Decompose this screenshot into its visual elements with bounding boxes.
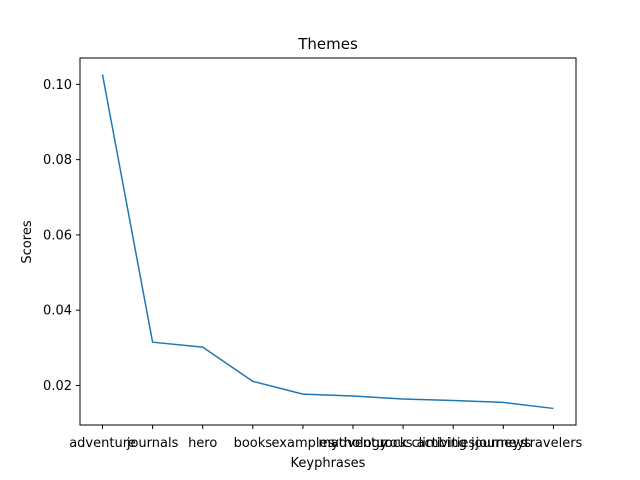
y-tick-label: 0.04: [43, 304, 72, 319]
chart-title: Themes: [297, 35, 358, 53]
x-tick-label: books: [234, 436, 273, 451]
plot-area-frame: [79, 57, 577, 426]
x-tick-label: examples: [272, 436, 335, 451]
y-axis-ticks: 0.02 0.04 0.06 0.08 0.10: [43, 78, 80, 394]
y-tick-label: 0.10: [43, 78, 72, 93]
x-tick-label: journeys: [474, 436, 531, 451]
y-tick-label: 0.02: [43, 379, 72, 394]
y-tick-label: 0.08: [43, 153, 72, 168]
y-axis-label: Scores: [20, 220, 35, 263]
x-tick-label: journals: [126, 436, 179, 451]
series-line: [101, 74, 554, 410]
x-tick-label: adventurous activities: [331, 436, 475, 451]
x-axis-label: Keyphrases: [291, 456, 366, 471]
x-tick-label: hero: [188, 436, 217, 451]
x-tick-label: travelers: [524, 436, 582, 451]
x-tick-label: adventure: [69, 436, 136, 451]
x-tick-label: rock climbing journeys: [380, 436, 527, 451]
x-tick-label: mythology: [318, 436, 387, 451]
y-tick-label: 0.06: [43, 228, 72, 243]
